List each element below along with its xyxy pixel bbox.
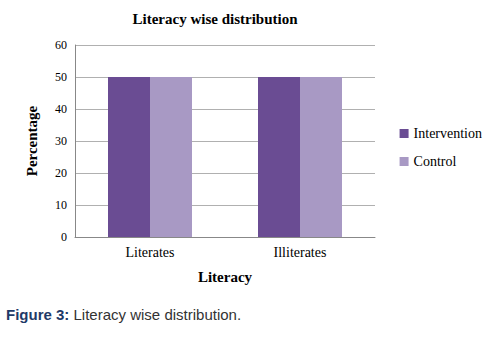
svg-text:40: 40	[55, 102, 67, 116]
svg-text:0: 0	[61, 230, 67, 244]
svg-text:Percentage: Percentage	[24, 105, 40, 176]
svg-text:60: 60	[55, 38, 67, 52]
svg-text:Literacy: Literacy	[198, 269, 253, 285]
svg-text:20: 20	[55, 166, 67, 180]
svg-text:Literates: Literates	[126, 245, 175, 260]
svg-text:Intervention: Intervention	[414, 126, 482, 141]
svg-text:Control: Control	[414, 154, 457, 169]
svg-text:10: 10	[55, 198, 67, 212]
svg-text:50: 50	[55, 70, 67, 84]
svg-text:30: 30	[55, 134, 67, 148]
svg-text:Literacy wise distribution: Literacy wise distribution	[133, 11, 299, 27]
html-text:Figure 3: Literacy wise distri: Figure 3: Literacy wise distribution.	[6, 306, 242, 323]
svg-text:Illiterates: Illiterates	[274, 245, 327, 260]
